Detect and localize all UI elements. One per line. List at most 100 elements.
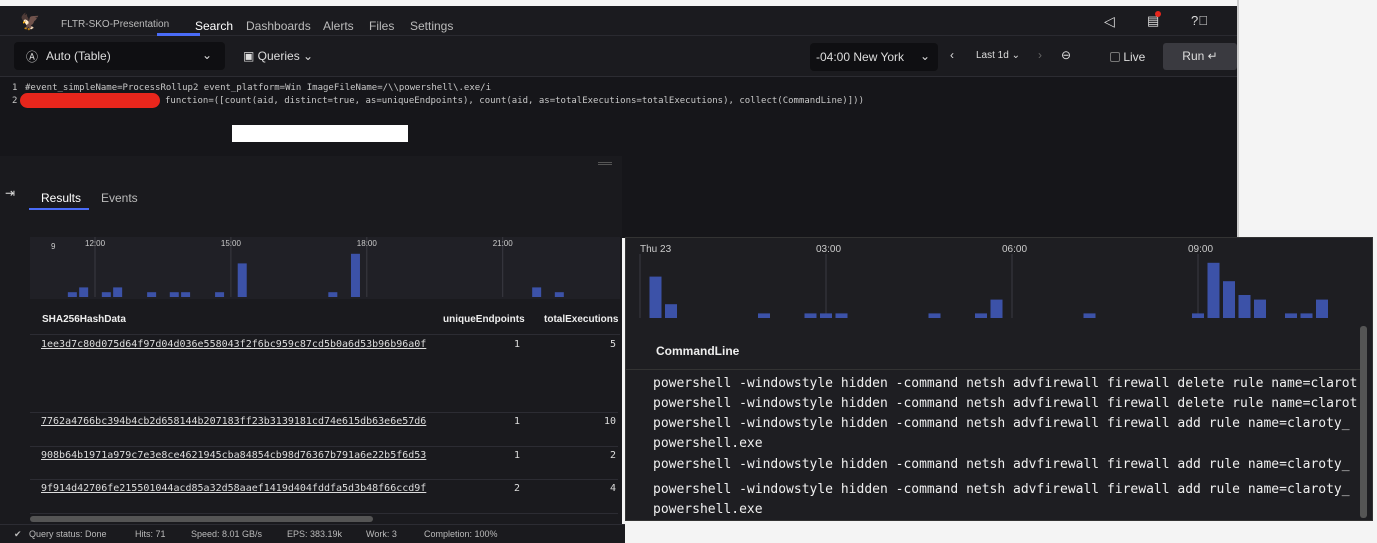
unique-endpoints-value: 2: [513, 483, 520, 494]
nav-search[interactable]: Search: [195, 19, 234, 33]
x-tick-label: Thu 23: [640, 244, 672, 255]
unique-endpoints-value: 1: [513, 450, 520, 461]
vertical-scrollbar[interactable]: [1360, 326, 1367, 518]
x-tick-label: 15:00: [221, 239, 242, 248]
histogram-bar: [835, 313, 848, 318]
help-icon[interactable]: ?⃝: [1191, 13, 1208, 28]
range-select[interactable]: Last 1d ⌄: [976, 50, 1020, 61]
nav-settings[interactable]: Settings: [410, 19, 454, 33]
histogram-bar: [101, 292, 111, 297]
histogram-bar: [928, 313, 941, 318]
hash-link[interactable]: 9f914d42706fe215501044acd85a32d58aaef141…: [41, 483, 427, 494]
histogram-bar: [532, 287, 542, 297]
timezone-select[interactable]: -04:00 New York ⌄: [810, 43, 938, 71]
column-header-sha256[interactable]: SHA256HashData: [42, 314, 126, 325]
tab-results[interactable]: Results: [41, 191, 82, 205]
resize-handle[interactable]: [598, 162, 612, 165]
commandline-value: powershell -windowstyle hidden -command …: [653, 482, 1350, 497]
nav-alerts[interactable]: Alerts: [323, 19, 354, 33]
table-header: SHA256HashData uniqueEndpoints totalExec…: [30, 300, 620, 335]
folder-icon: ▣: [243, 49, 258, 63]
commandline-value: powershell.exe: [653, 436, 763, 451]
y-max-label: 9: [51, 242, 56, 251]
collapse-sidebar-icon[interactable]: ⇥: [5, 186, 16, 200]
histogram-bar: [169, 292, 179, 297]
column-header-unique-endpoints[interactable]: uniqueEndpoints: [443, 314, 525, 325]
histogram-bar: [1223, 281, 1235, 318]
histogram-bar: [1254, 299, 1266, 318]
line-number: 1: [12, 83, 18, 93]
work: Work: 3: [366, 529, 397, 539]
hash-link[interactable]: 7762a4766bc394b4cb2d658144b207183ff23b31…: [41, 416, 427, 427]
histogram-left[interactable]: 12:00 15:00 18:00 21:00 9: [30, 237, 620, 299]
histogram-bar: [975, 313, 987, 318]
histogram-right[interactable]: Thu 23 03:00 06:00 09:00: [630, 240, 1370, 320]
chevron-down-icon: ⌄: [202, 48, 213, 62]
commandline-value: powershell -windowstyle hidden -command …: [653, 457, 1350, 472]
active-tab-indicator: [29, 208, 89, 210]
range-label: Last 1d: [976, 50, 1009, 61]
histogram-bar: [1285, 313, 1297, 318]
histogram-bar: [67, 292, 77, 297]
prev-range-icon[interactable]: ‹: [950, 48, 954, 62]
hash-link[interactable]: 1ee3d7c80d075d64f97d04d036e558043f2f6bc9…: [41, 339, 427, 350]
histogram-bar: [1300, 313, 1313, 318]
unique-endpoints-value: 1: [513, 339, 520, 350]
total-executions-value: 2: [609, 450, 616, 461]
histogram-bar: [1238, 295, 1251, 318]
histogram-bar: [1316, 299, 1328, 318]
histogram-bar: [215, 292, 225, 297]
histogram-bar: [147, 292, 157, 297]
run-button[interactable]: Run ↵: [1163, 43, 1237, 70]
eps: EPS: 383.19k: [287, 529, 343, 539]
mode-label: Auto (Table): [46, 49, 111, 63]
histogram-bar: [328, 292, 338, 297]
histogram-bar: [649, 276, 662, 318]
next-range-icon[interactable]: ›: [1038, 48, 1042, 62]
live-label: Live: [1123, 50, 1146, 64]
hash-link[interactable]: 908b64b1971a979c7e3e8ce4621945cba84854cb…: [41, 450, 427, 461]
org-name[interactable]: FLTR-SKO-Presentation: [61, 19, 170, 30]
line-number: 2: [12, 96, 18, 106]
queries-label: Queries: [257, 49, 300, 63]
horizontal-scrollbar[interactable]: [30, 516, 373, 522]
auto-icon: Ⓐ: [26, 50, 39, 64]
table-row: 908b64b1971a979c7e3e8ce4621945cba84854cb…: [30, 447, 618, 480]
falcon-logo-icon[interactable]: 🦅: [20, 14, 40, 31]
notifications-icon[interactable]: ▤: [1147, 11, 1161, 28]
x-tick-label: 03:00: [816, 244, 841, 255]
top-nav-bar: 🦅 FLTR-SKO-Presentation Search Dashboard…: [0, 6, 1237, 36]
commandline-value: powershell -windowstyle hidden -command …: [653, 416, 1350, 431]
query-editor[interactable]: 1 #event_simpleName=ProcessRollup2 event…: [0, 76, 1237, 156]
histogram-background: [30, 237, 620, 299]
total-executions-value: 4: [609, 483, 616, 494]
chevron-down-icon: ⌄: [920, 49, 931, 63]
x-tick-label: 18:00: [357, 239, 378, 248]
announcement-icon[interactable]: ◁: [1104, 13, 1115, 29]
column-header-commandline[interactable]: CommandLine: [656, 344, 740, 358]
histogram-bar: [804, 313, 817, 318]
query-status: Query status: Done: [29, 529, 107, 539]
nav-dashboards[interactable]: Dashboards: [246, 19, 311, 33]
speed: Speed: 8.01 GB/s: [191, 529, 263, 539]
divider: [625, 369, 1360, 370]
queries-button[interactable]: ▣ Queries ⌄: [243, 49, 314, 63]
query-line-1[interactable]: #event_simpleName=ProcessRollup2 event_p…: [25, 83, 491, 93]
zoom-out-icon[interactable]: ⊖: [1061, 48, 1072, 62]
query-line-2[interactable]: function=([count(aid, distinct=true, as=…: [165, 96, 864, 106]
status-done-icon: ✔: [14, 529, 22, 539]
histogram-bar: [554, 292, 564, 297]
completion: Completion: 100%: [424, 529, 498, 539]
table-row: 9f914d42706fe215501044acd85a32d58aaef141…: [30, 480, 618, 514]
nav-files[interactable]: Files: [369, 19, 395, 33]
hits-count: Hits: 71: [135, 529, 166, 539]
mode-select[interactable]: Ⓐ Auto (Table) ⌄: [14, 42, 225, 70]
histogram-bar: [181, 292, 191, 297]
tab-events[interactable]: Events: [101, 191, 138, 205]
column-header-total-executions[interactable]: totalExecutions: [544, 314, 619, 325]
histogram-bar: [1083, 313, 1096, 318]
table-row: 7762a4766bc394b4cb2d658144b207183ff23b31…: [30, 413, 618, 447]
total-executions-value: 10: [603, 416, 616, 427]
live-checkbox[interactable]: Live: [1110, 50, 1145, 64]
histogram-bar: [79, 287, 89, 297]
